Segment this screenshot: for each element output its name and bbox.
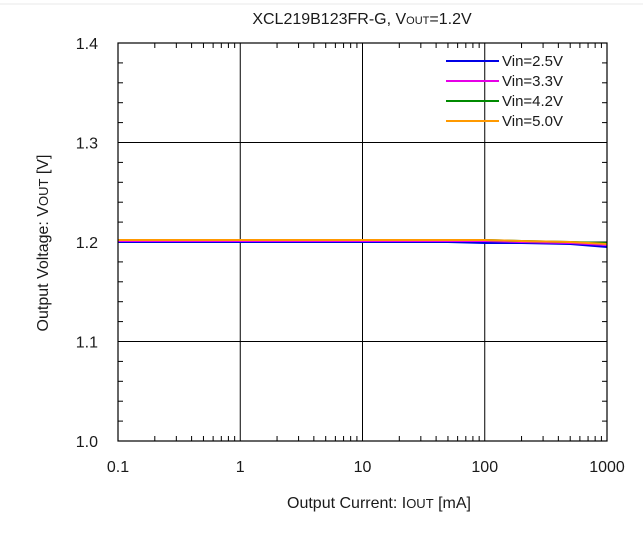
legend-label: Vin=3.3V bbox=[502, 73, 563, 90]
y-tick-label: 1.1 bbox=[76, 335, 98, 352]
x-tick-label: 100 bbox=[471, 459, 498, 476]
y-tick-label: 1.0 bbox=[76, 434, 98, 451]
y-tick-labels: 1.0 1.1 1.2 1.3 1.4 bbox=[76, 36, 98, 451]
x-tick-label: 1000 bbox=[589, 459, 625, 476]
x-tick-label: 10 bbox=[354, 459, 372, 476]
legend: Vin=2.5V Vin=3.3V Vin=4.2V Vin=5.0V bbox=[446, 53, 563, 130]
legend-label: Vin=2.5V bbox=[502, 53, 563, 70]
chart-title: XCL219B123FR-G, VOUT=1.2V bbox=[252, 11, 472, 28]
y-tick-label: 1.3 bbox=[76, 136, 98, 153]
x-axis-label: Output Current: IOUT [mA] bbox=[287, 495, 471, 512]
series-lines bbox=[118, 239, 608, 248]
series-line bbox=[118, 239, 608, 245]
legend-label: Vin=5.0V bbox=[502, 113, 563, 130]
x-tick-labels: 0.1 1 10 100 1000 bbox=[107, 459, 625, 476]
legend-label: Vin=4.2V bbox=[502, 93, 563, 110]
x-tick-label: 0.1 bbox=[107, 459, 129, 476]
y-tick-label: 1.4 bbox=[76, 36, 98, 53]
y-axis-label: Output Voltage: VOUT [V] bbox=[35, 155, 52, 332]
x-tick-label: 1 bbox=[236, 459, 245, 476]
minor-ticks bbox=[118, 43, 607, 441]
plot-frame bbox=[117, 42, 608, 442]
y-tick-label: 1.2 bbox=[76, 235, 98, 252]
